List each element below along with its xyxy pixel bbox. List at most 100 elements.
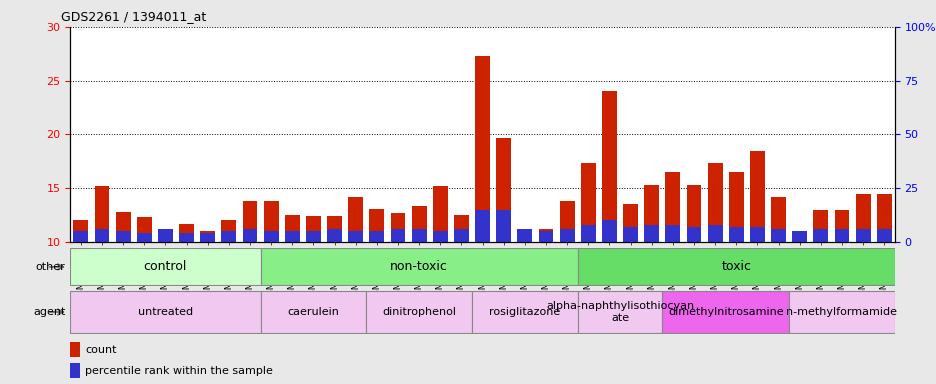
Text: dimethylnitrosamine: dimethylnitrosamine (667, 307, 782, 317)
Bar (665, 172, 680, 242)
Bar (260, 291, 366, 333)
Bar (242, 229, 257, 242)
Bar (876, 194, 891, 242)
Bar (73, 231, 88, 242)
Text: count: count (85, 345, 116, 355)
Bar (622, 227, 637, 242)
Bar (348, 197, 363, 242)
Bar (662, 291, 788, 333)
Bar (116, 212, 130, 242)
Bar (665, 225, 680, 242)
Bar (116, 231, 130, 242)
Bar (411, 229, 426, 242)
Bar (788, 291, 894, 333)
Bar (369, 231, 384, 242)
Bar (707, 164, 722, 242)
Bar (263, 201, 278, 242)
Bar (432, 186, 447, 242)
Bar (306, 216, 320, 242)
Bar (601, 91, 616, 242)
Bar (200, 233, 215, 242)
Bar (95, 229, 110, 242)
Bar (221, 220, 236, 242)
Bar (578, 291, 662, 333)
Bar (179, 233, 194, 242)
Bar (538, 229, 553, 242)
Bar (559, 229, 574, 242)
Bar (390, 229, 405, 242)
Bar (538, 231, 553, 242)
Bar (390, 213, 405, 242)
Text: untreated: untreated (138, 307, 193, 317)
Bar (855, 229, 870, 242)
Text: rosiglitazone: rosiglitazone (489, 307, 560, 317)
Bar (580, 225, 595, 242)
Bar (137, 217, 152, 242)
Bar (728, 172, 743, 242)
Bar (158, 237, 172, 242)
Text: non-toxic: non-toxic (389, 260, 447, 273)
Bar (496, 137, 510, 242)
Bar (559, 201, 574, 242)
Bar (95, 186, 110, 242)
Bar (411, 207, 426, 242)
Bar (644, 185, 658, 242)
Bar (472, 291, 578, 333)
Bar (306, 231, 320, 242)
Bar (686, 227, 701, 242)
Bar (728, 227, 743, 242)
Bar (792, 233, 806, 242)
Text: GDS2261 / 1394011_at: GDS2261 / 1394011_at (61, 10, 206, 23)
Bar (834, 210, 848, 242)
Bar (770, 229, 785, 242)
Bar (517, 229, 532, 242)
Bar (348, 231, 363, 242)
Bar (517, 230, 532, 242)
Bar (285, 231, 300, 242)
Text: n-methylformamide: n-methylformamide (785, 307, 897, 317)
Bar (475, 210, 490, 242)
Bar (686, 185, 701, 242)
Bar (454, 215, 468, 242)
Bar (70, 291, 260, 333)
Bar (496, 210, 510, 242)
Bar (601, 220, 616, 242)
Bar (369, 209, 384, 242)
Bar (366, 291, 472, 333)
Bar (622, 204, 637, 242)
Bar (770, 197, 785, 242)
Text: control: control (143, 260, 187, 273)
Bar (260, 248, 578, 285)
Bar (263, 231, 278, 242)
Text: agent: agent (33, 307, 66, 317)
Bar (327, 229, 342, 242)
Bar (137, 233, 152, 242)
Bar (285, 215, 300, 242)
Bar (749, 151, 764, 242)
Text: other: other (36, 262, 66, 272)
Text: dinitrophenol: dinitrophenol (382, 307, 456, 317)
Bar (179, 223, 194, 242)
Text: toxic: toxic (721, 260, 751, 273)
Text: alpha-naphthylisothiocyan
ate: alpha-naphthylisothiocyan ate (546, 301, 694, 323)
Bar (580, 164, 595, 242)
Bar (327, 216, 342, 242)
Bar (475, 56, 490, 242)
Bar (454, 229, 468, 242)
Bar (812, 210, 827, 242)
Bar (855, 194, 870, 242)
Bar (70, 363, 80, 378)
Text: percentile rank within the sample: percentile rank within the sample (85, 366, 272, 376)
Bar (876, 229, 891, 242)
Bar (73, 220, 88, 242)
Bar (70, 248, 260, 285)
Bar (221, 231, 236, 242)
Bar (749, 227, 764, 242)
Bar (200, 231, 215, 242)
Bar (158, 229, 172, 242)
Bar (432, 231, 447, 242)
Bar (792, 231, 806, 242)
Bar (578, 248, 894, 285)
Bar (644, 225, 658, 242)
Text: caerulein: caerulein (287, 307, 339, 317)
